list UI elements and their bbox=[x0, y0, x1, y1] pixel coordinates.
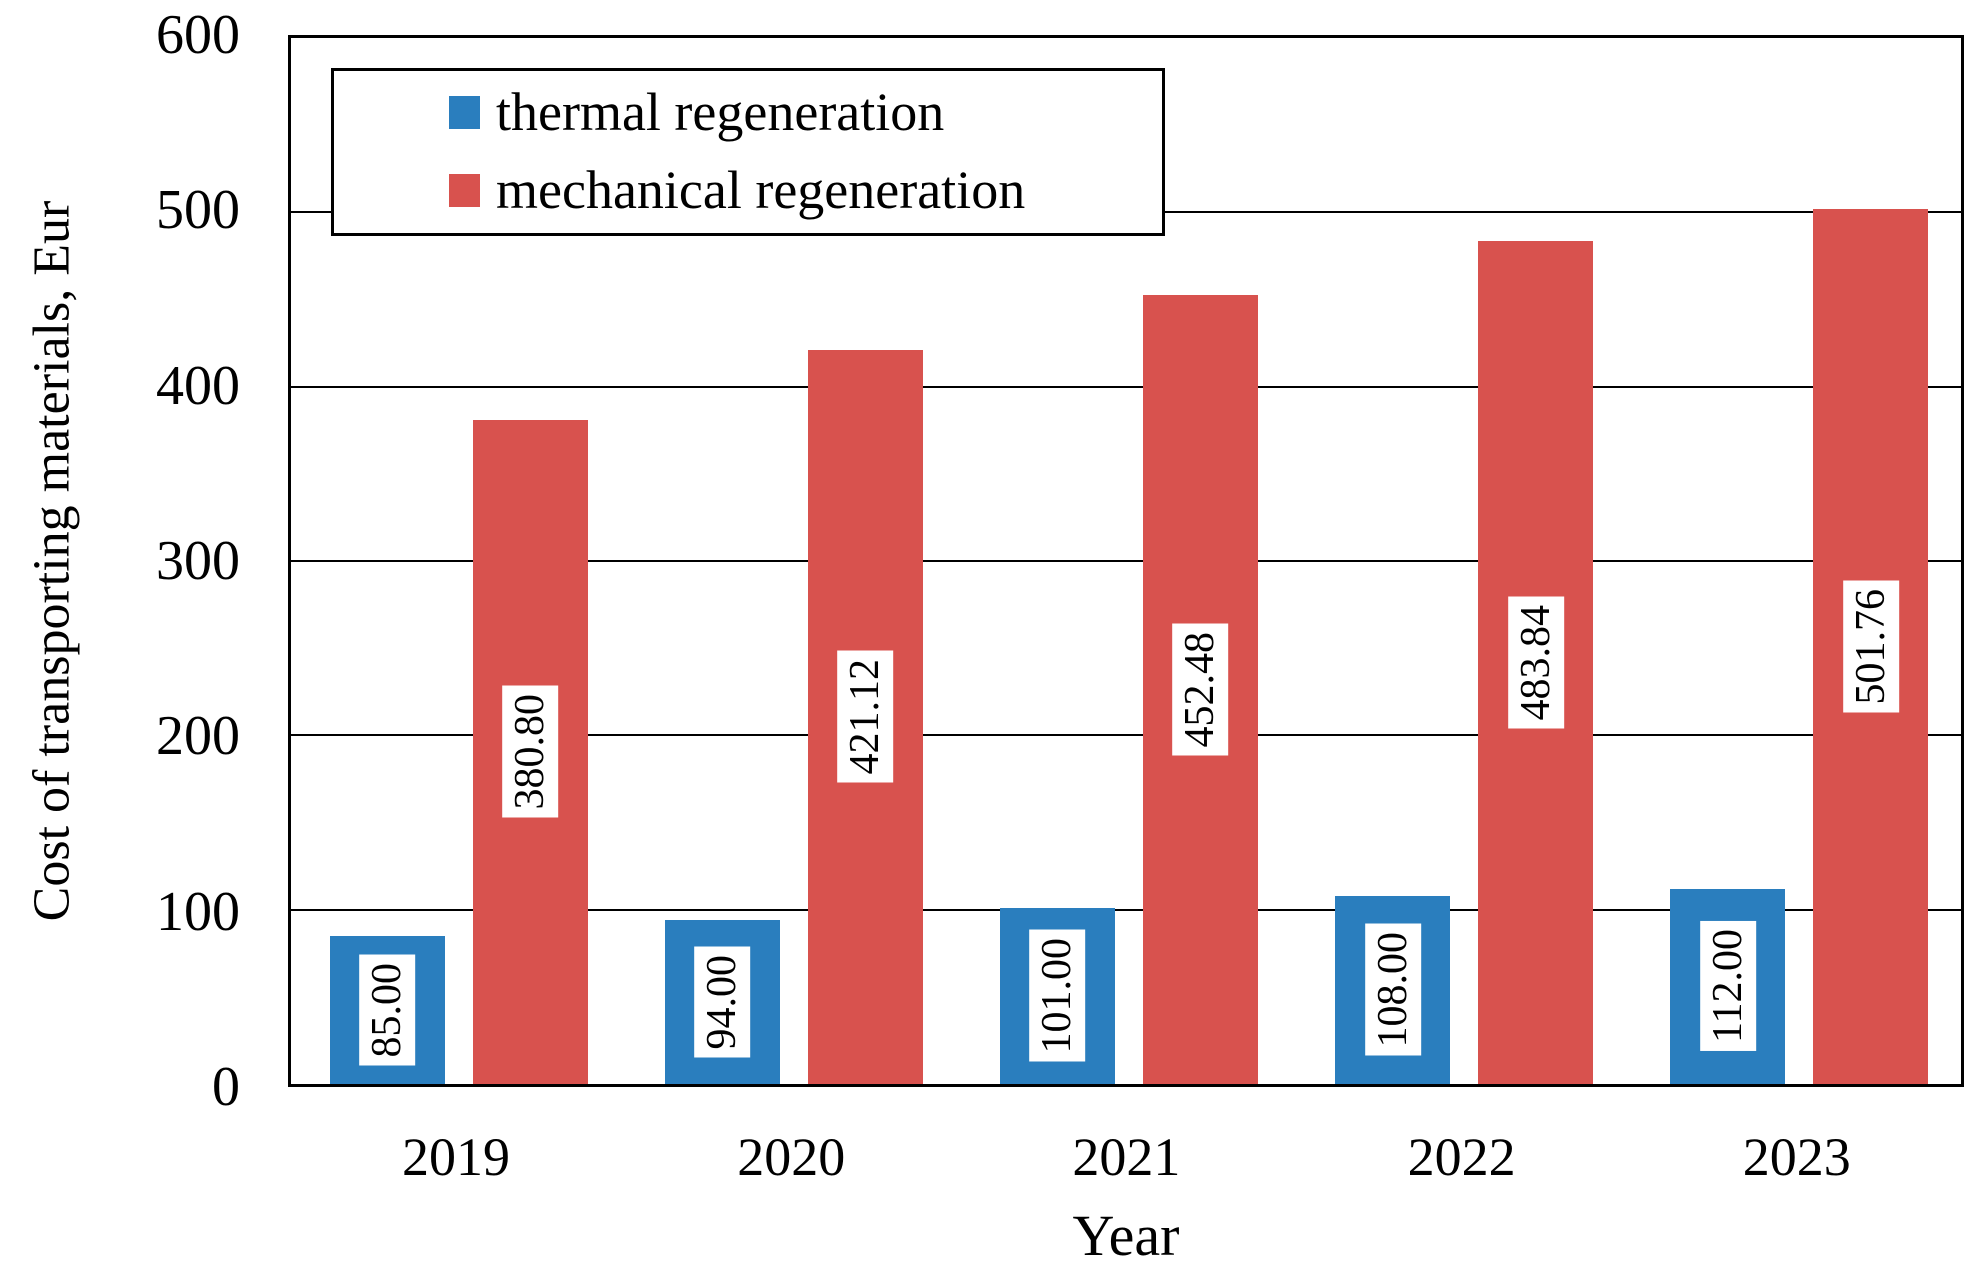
bar-value-label: 452.48 bbox=[1172, 623, 1229, 756]
bar-value-label: 112.00 bbox=[1699, 921, 1756, 1052]
legend: thermal regeneration mechanical regenera… bbox=[331, 68, 1165, 236]
x-tick-label-2021: 2021 bbox=[1072, 1127, 1181, 1187]
mechanical-bar-2019: 380.80 bbox=[472, 420, 588, 1084]
y-tick-label-100: 100 bbox=[156, 880, 240, 943]
mechanical-bar-2022: 483.84 bbox=[1478, 240, 1594, 1084]
mechanical-bar-2021: 452.48 bbox=[1143, 295, 1258, 1084]
mechanical-bar-2023: 501.76 bbox=[1813, 209, 1929, 1084]
y-tick-label-0: 0 bbox=[212, 1056, 240, 1118]
x-tick-label-2022: 2022 bbox=[1407, 1127, 1516, 1187]
y-tick-label-200: 200 bbox=[156, 705, 240, 768]
bar-value-label: 380.80 bbox=[502, 686, 559, 818]
gridline-y-300 bbox=[291, 560, 1961, 562]
y-tick-label-500: 500 bbox=[156, 179, 240, 242]
x-tick-label-2020: 2020 bbox=[737, 1127, 846, 1187]
bar-value-label: 421.12 bbox=[837, 651, 894, 783]
bar-value-label: 483.84 bbox=[1507, 596, 1564, 728]
plot-area: thermal regeneration mechanical regenera… bbox=[288, 35, 1964, 1087]
bar-value-label: 101.00 bbox=[1029, 930, 1086, 1062]
x-axis-title: Year bbox=[1072, 1203, 1180, 1268]
mechanical-series-swatch-icon bbox=[449, 173, 480, 207]
thermal-bar-2021: 101.00 bbox=[1000, 907, 1115, 1084]
thermal-bar-2022: 108.00 bbox=[1335, 895, 1451, 1084]
bar-value-label: 108.00 bbox=[1364, 924, 1421, 1056]
legend-item-thermal: thermal regeneration bbox=[449, 77, 1162, 147]
x-tick-label-2023: 2023 bbox=[1742, 1127, 1851, 1187]
y-tick-label-300: 300 bbox=[156, 530, 240, 592]
thermal-bar-2019: 85.00 bbox=[329, 935, 445, 1084]
gridline-y-400 bbox=[291, 385, 1961, 388]
gridline-y-200 bbox=[291, 734, 1961, 737]
gridline-y-100 bbox=[291, 908, 1961, 911]
bar-value-label: 94.00 bbox=[694, 946, 751, 1058]
legend-label-thermal: thermal regeneration bbox=[496, 82, 945, 142]
x-tick-label-2019: 2019 bbox=[402, 1127, 510, 1187]
thermal-bar-2023: 112.00 bbox=[1670, 888, 1786, 1084]
mechanical-bar-2020: 421.12 bbox=[807, 349, 923, 1084]
thermal-bar-2020: 94.00 bbox=[664, 920, 780, 1084]
bar-value-label: 501.76 bbox=[1842, 580, 1899, 713]
legend-label-mechanical: mechanical regeneration bbox=[496, 160, 1026, 220]
bar-value-label: 85.00 bbox=[359, 954, 416, 1066]
legend-item-mechanical: mechanical regeneration bbox=[449, 155, 1162, 225]
y-tick-label-600: 600 bbox=[156, 4, 240, 66]
thermal-series-swatch-icon bbox=[449, 95, 480, 129]
y-tick-label-400: 400 bbox=[156, 354, 240, 417]
